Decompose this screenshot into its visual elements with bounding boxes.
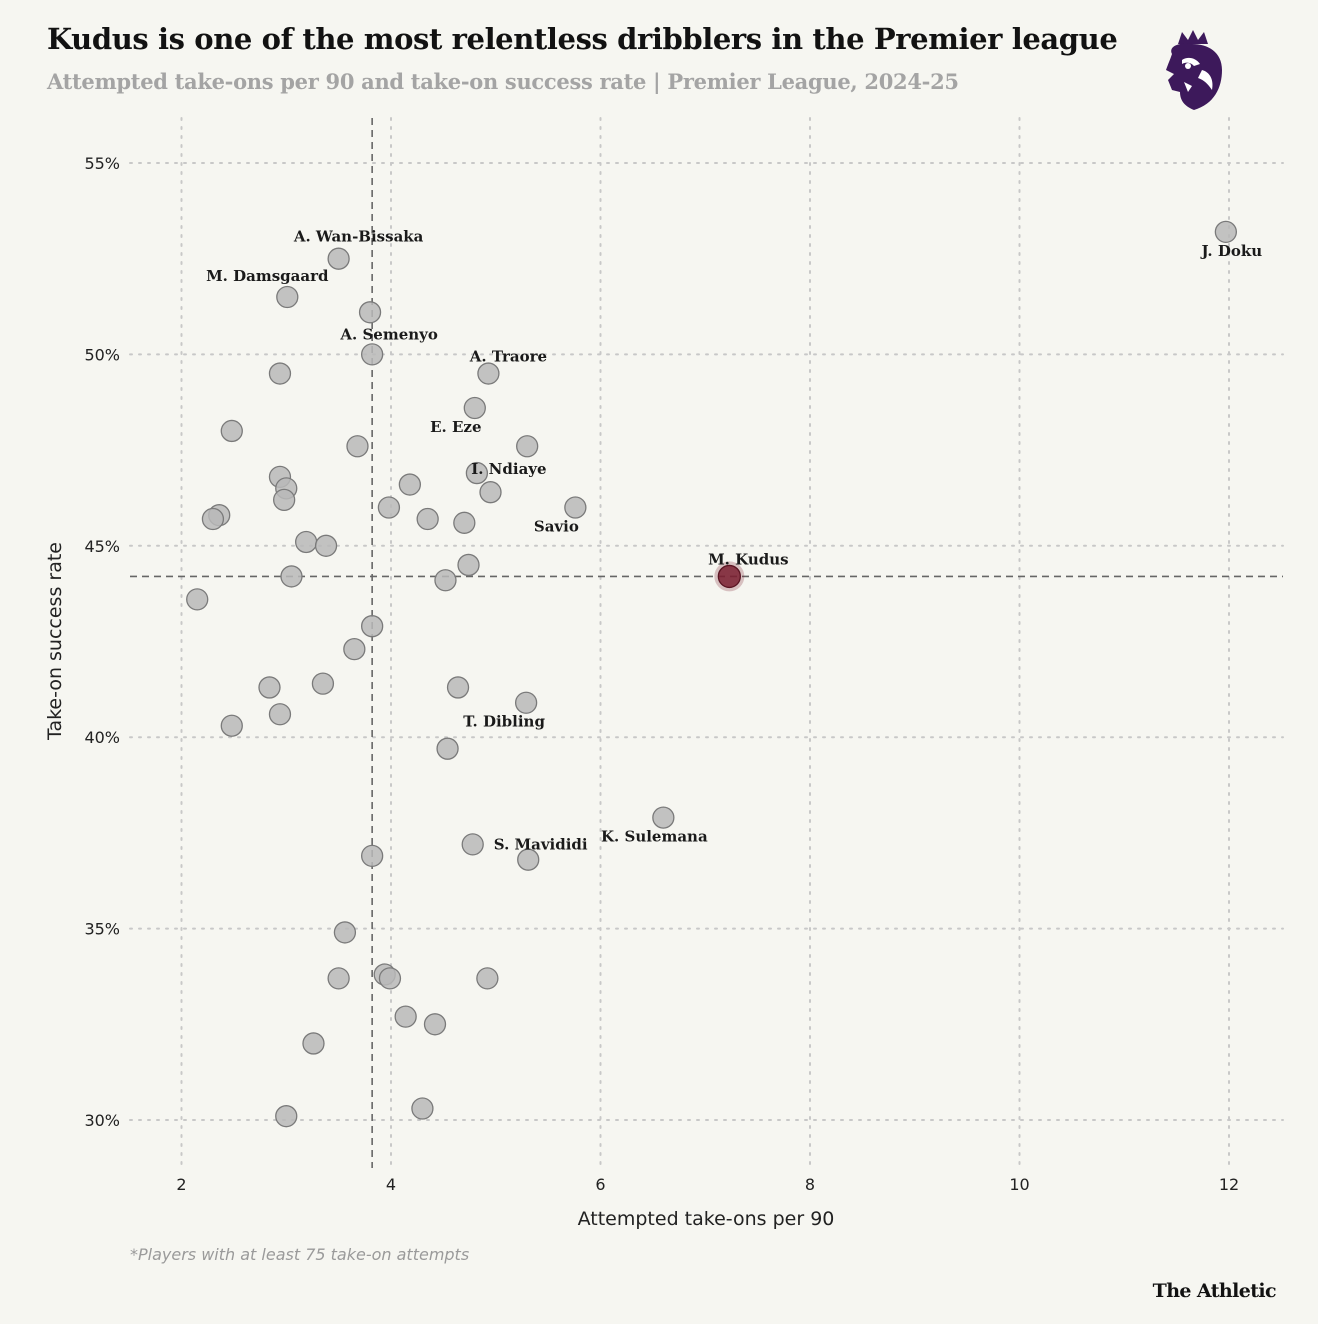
label-k-sulemana: K. Sulemana <box>601 828 708 846</box>
point-unlabeled <box>220 714 243 737</box>
label-i-ndiaye: I. Ndiaye <box>471 460 546 478</box>
point-m-damsgaard <box>276 285 299 309</box>
data-points <box>186 220 1238 1128</box>
point-e-eze <box>463 396 486 420</box>
label-t-dibling: T. Dibling <box>463 713 545 731</box>
point-unlabeled <box>360 844 384 868</box>
x-axis-title: Attempted take-ons per 90 <box>578 1208 835 1230</box>
point-unlabeled <box>436 737 459 760</box>
grid <box>129 117 1284 1169</box>
point-unlabeled <box>377 496 401 519</box>
label-j-doku: J. Doku <box>1200 242 1263 260</box>
point-unlabeled <box>302 1032 325 1055</box>
y-tick-label: 35% <box>84 920 120 939</box>
point-unlabeled <box>358 301 382 324</box>
premier-league-lion-icon <box>1166 30 1222 110</box>
point-savio <box>564 496 587 519</box>
x-tick-label: 6 <box>595 1175 605 1194</box>
x-tick-label: 4 <box>386 1175 396 1194</box>
point-a-wan-bissaka <box>327 247 350 270</box>
label-a-semenyo: A. Semenyo <box>339 325 438 343</box>
point-unlabeled <box>434 569 457 592</box>
x-tick-label: 2 <box>176 1175 186 1194</box>
point-unlabeled <box>186 588 209 611</box>
point-unlabeled <box>457 553 480 577</box>
label-m-kudus: M. Kudus <box>708 550 789 568</box>
point-unlabeled <box>268 703 292 726</box>
point-m-kudus <box>717 564 741 589</box>
point-unlabeled <box>416 507 439 531</box>
axis-ticks: 2 4 6 8 10 12 30% 35% 40% 45% 50% 55% <box>84 154 1239 1194</box>
y-tick-label: 30% <box>84 1111 120 1130</box>
point-s-mavididi <box>461 833 484 856</box>
point-j-doku <box>1214 220 1238 244</box>
x-tick-label: 12 <box>1219 1175 1239 1194</box>
label-savio: Savio <box>534 518 579 536</box>
point-unlabeled <box>280 565 303 588</box>
point-k-sulemana <box>652 806 675 829</box>
y-tick-label: 50% <box>84 345 120 364</box>
point-unlabeled <box>273 488 296 512</box>
point-unlabeled <box>268 362 292 385</box>
y-tick-label: 55% <box>84 154 120 173</box>
label-a-wan-bissaka: A. Wan-Bissaka <box>293 228 424 246</box>
point-unlabeled <box>479 481 502 504</box>
point-unlabeled <box>517 848 540 871</box>
point-unlabeled <box>411 1097 434 1120</box>
point-unlabeled <box>275 1105 298 1128</box>
x-tick-label: 10 <box>1009 1175 1029 1194</box>
point-t-dibling <box>514 691 538 714</box>
point-unlabeled <box>453 511 476 534</box>
y-tick-label: 40% <box>84 728 120 747</box>
point-unlabeled <box>311 672 335 695</box>
point-i-ndiaye <box>465 461 489 485</box>
the-athletic-logo: The Athletic <box>1152 1280 1277 1302</box>
point-unlabeled <box>201 507 225 531</box>
point-unlabeled <box>314 534 338 557</box>
point-unlabeled <box>343 638 366 661</box>
point-unlabeled <box>446 676 470 699</box>
y-tick-label: 45% <box>84 537 120 556</box>
label-m-damsgaard: M. Damsgaard <box>206 267 329 285</box>
point-a-traore <box>477 362 500 385</box>
point-unlabeled <box>360 615 384 638</box>
label-s-mavididi: S. Mavididi <box>494 835 588 853</box>
point-unlabeled <box>378 967 402 990</box>
point-unlabeled <box>516 435 539 458</box>
x-tick-label: 8 <box>805 1175 815 1194</box>
reference-lines <box>130 118 1283 1168</box>
point-unlabeled <box>295 530 318 554</box>
point-labels: J. Doku A. Wan-Bissaka M. Damsgaard A. Seme… <box>206 228 1262 854</box>
point-unlabeled <box>398 473 422 496</box>
point-unlabeled <box>346 435 369 458</box>
point-unlabeled <box>476 967 499 990</box>
point-unlabeled <box>394 1005 417 1028</box>
label-a-traore: A. Traore <box>469 348 547 366</box>
point-unlabeled <box>220 419 243 443</box>
footnote: *Players with at least 75 take-on attemp… <box>130 1245 470 1264</box>
y-axis-title: Take-on success rate <box>44 542 66 741</box>
point-unlabeled <box>327 967 350 990</box>
point-unlabeled <box>258 676 281 699</box>
point-unlabeled <box>333 921 357 944</box>
chart-subtitle: Attempted take-ons per 90 and take-on su… <box>47 69 959 94</box>
point-a-semenyo <box>360 343 384 366</box>
point-unlabeled <box>423 1013 447 1036</box>
label-e-eze: E. Eze <box>430 418 481 436</box>
chart-title: Kudus is one of the most relentless drib… <box>47 22 1118 56</box>
